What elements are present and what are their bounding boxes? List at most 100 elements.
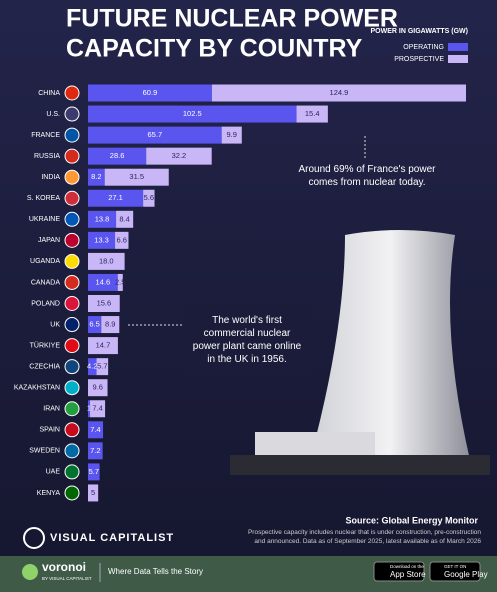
value-label: 8.4 (119, 214, 129, 223)
category-label: UGANDA (30, 258, 60, 265)
app-store-button[interactable] (373, 561, 425, 582)
annotation-text: The world's first commercial nuclear pow… (192, 315, 302, 365)
value-label: 9.6 (93, 383, 103, 392)
category-label: UAE (46, 469, 61, 476)
bar (96, 358, 109, 376)
value-label: 8.2 (91, 172, 101, 181)
bar (296, 105, 328, 123)
product: voronoi (42, 560, 86, 574)
bar (101, 316, 120, 334)
publisher-logo (23, 527, 45, 549)
title-line: FUTURE NUCLEAR POWER (66, 5, 398, 33)
value-label: 124.9 (330, 88, 349, 97)
bar (143, 189, 155, 207)
value-label: 5.6 (144, 193, 154, 202)
category-label: CHINA (38, 90, 60, 97)
category-label: POLAND (31, 300, 60, 307)
bar (146, 147, 212, 165)
flag (64, 338, 80, 354)
category-label: IRAN (43, 406, 60, 413)
category-label: UKRAINE (29, 216, 60, 223)
flag (64, 485, 80, 501)
bar-chart: OPERATING PROSPECTIVE CHINA 60.9 124.9 U.S. 10… (14, 43, 468, 502)
value-label: 18.0 (99, 256, 114, 265)
cooling-tower (310, 230, 470, 460)
category-label: U.S. (46, 111, 60, 118)
app-store-small: Download on the (390, 564, 424, 569)
bar (88, 316, 102, 334)
category-label: FRANCE (31, 132, 60, 139)
category-label: TÜRKIYE (30, 341, 61, 349)
flag (64, 253, 80, 269)
value-label: 7.4 (90, 425, 100, 434)
legend-swatch (448, 55, 468, 63)
value-label: 13.3 (94, 235, 109, 244)
bar (88, 421, 104, 439)
value-label: 14.7 (96, 341, 111, 350)
value-label: 65.7 (148, 130, 163, 139)
title-line: CAPACITY BY COUNTRY (66, 35, 363, 63)
bar (88, 126, 222, 144)
category-label: CZECHIA (29, 363, 60, 370)
ground (230, 455, 490, 475)
category-label: SWEDEN (29, 448, 60, 455)
bar (88, 105, 297, 123)
flag (64, 85, 80, 101)
value-label: 31.5 (129, 172, 144, 181)
bar (88, 463, 100, 481)
bar (221, 126, 242, 144)
value-label: 7.4 (92, 404, 102, 413)
value-label: 6.6 (117, 235, 127, 244)
value-label: 14.6 (96, 277, 111, 286)
bar (211, 84, 466, 102)
bar (88, 147, 147, 165)
flag (64, 359, 80, 375)
bar (90, 400, 106, 418)
bar (117, 273, 123, 291)
value-label: 4.2 (87, 362, 97, 371)
annotation-text: Around 69% of France's power comes from … (298, 164, 436, 188)
bar (88, 337, 118, 355)
category-label: CANADA (31, 279, 61, 286)
annotation: Around 69% of France's power comes from … (298, 164, 436, 188)
flag (64, 232, 80, 248)
value-label: 60.9 (143, 88, 158, 97)
bar (88, 273, 118, 291)
value-label: 5.7 (97, 362, 107, 371)
bar (88, 189, 144, 207)
category-label: KENYA (37, 490, 61, 497)
value-label: 28.6 (110, 151, 125, 160)
category-label: INDIA (41, 174, 60, 181)
app-store: App Store (390, 570, 426, 579)
annotation: The world's first commercial nuclear pow… (192, 315, 302, 365)
bar (88, 379, 108, 397)
annotation-box (183, 305, 311, 377)
bar (116, 210, 134, 228)
flag (64, 443, 80, 459)
source: Source: Global Energy Monitor (345, 515, 478, 525)
value-label: 102.5 (183, 109, 202, 118)
value-label: 27.1 (108, 193, 123, 202)
bar (88, 84, 212, 102)
bar (88, 210, 117, 228)
category-label: S. KOREA (27, 195, 60, 202)
category-label: KAZAKHSTAN (14, 385, 60, 392)
legend-swatch (448, 43, 468, 51)
flag (64, 127, 80, 143)
value-label: 9.9 (227, 130, 237, 139)
category-label: RUSSIA (34, 153, 60, 160)
flag (64, 148, 80, 164)
value-label: 7.2 (90, 446, 100, 455)
flag (64, 190, 80, 206)
flag (64, 274, 80, 290)
flag (64, 317, 80, 333)
google-play-button[interactable] (429, 561, 481, 582)
tagline: Where Data Tells the Story (108, 567, 203, 576)
value-label: 5.7 (89, 467, 99, 476)
bar (88, 295, 120, 312)
bar (88, 400, 91, 418)
flag (64, 422, 80, 438)
value-label: 15.4 (305, 109, 320, 118)
value-label: 5 (91, 488, 95, 497)
